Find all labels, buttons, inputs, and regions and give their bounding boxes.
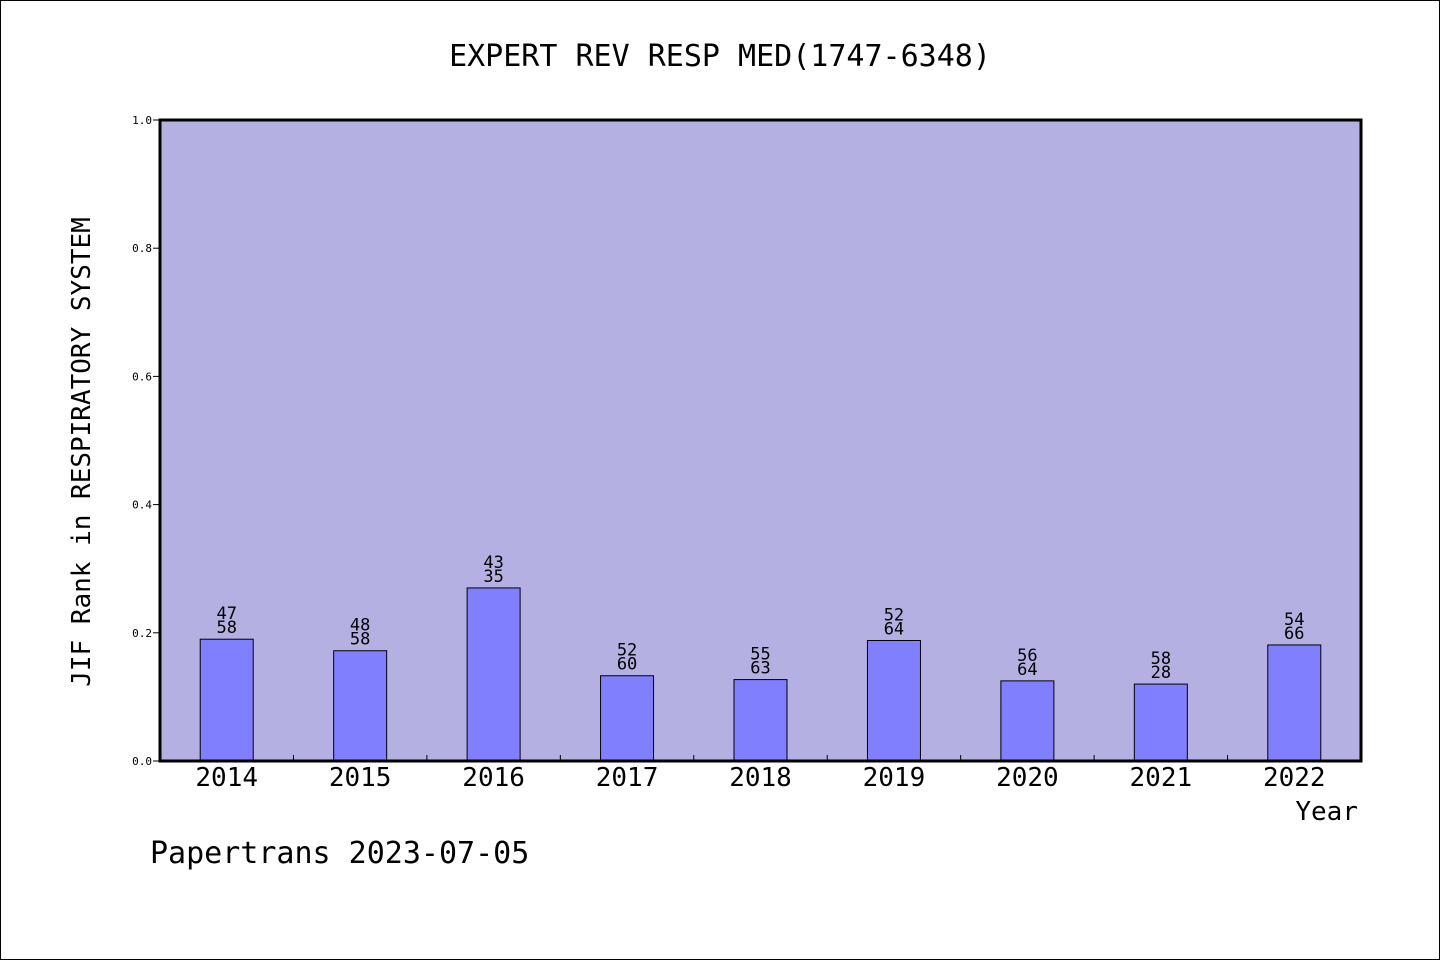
y-tick-label: 1.0 — [132, 114, 152, 127]
bar-rank-label: 52 — [884, 605, 904, 625]
bar-total-label: 58 — [216, 618, 236, 638]
bar-rank-label: 47 — [216, 604, 236, 624]
bar-2019 — [866, 639, 921, 762]
y-axis-label: JIF Rank in RESPIRATORY SYSTEM — [67, 217, 97, 687]
bar-total-label: 66 — [1284, 624, 1304, 644]
bar-total-label: 63 — [750, 659, 770, 679]
bar-total-label: 58 — [350, 630, 370, 650]
bar-rank-label: 56 — [1017, 646, 1037, 666]
bar-total-label: 28 — [1151, 663, 1171, 683]
x-tick-label: 2020 — [996, 763, 1059, 793]
plot-border — [158, 118, 1363, 763]
bar-rank-label: 54 — [1284, 610, 1304, 630]
bar-total-label: 64 — [1017, 660, 1037, 680]
x-tick-label: 2022 — [1263, 763, 1326, 793]
y-axis-ticks: 0.0 0.2 0.4 0.6 0.8 1.0 — [132, 114, 160, 768]
bar-2014 — [199, 638, 254, 762]
bar-rank-label: 58 — [1151, 649, 1171, 669]
x-tick-label: 2014 — [195, 763, 258, 793]
x-tick-label: 2016 — [462, 763, 525, 793]
bar-rank-label: 48 — [350, 616, 370, 636]
y-tick-label: 0.6 — [132, 370, 152, 383]
bar-2017 — [600, 675, 655, 762]
chart-title: EXPERT REV RESP MED(1747-6348) — [449, 39, 991, 74]
bar-rank-label: 55 — [750, 645, 770, 665]
bar-total-label: 64 — [884, 619, 904, 639]
bar-2016 — [466, 587, 521, 762]
bar-2021 — [1133, 683, 1188, 762]
bar-2020 — [1000, 680, 1055, 762]
footer-stamp: Papertrans 2023-07-05 — [150, 836, 529, 871]
x-axis-ticks: 2014 2015 2016 2017 2018 2019 2020 2021 2022 — [195, 755, 1326, 793]
y-tick-label: 0.2 — [132, 627, 152, 640]
y-tick-label: 0.0 — [132, 755, 152, 768]
bar-total-label: 60 — [617, 655, 637, 675]
x-tick-label: 2015 — [329, 763, 392, 793]
x-tick-label: 2019 — [863, 763, 926, 793]
y-tick-label: 0.8 — [132, 242, 152, 255]
x-axis-label: Year — [1295, 797, 1358, 827]
x-tick-label: 2021 — [1130, 763, 1193, 793]
x-tick-label: 2017 — [596, 763, 659, 793]
bar-2015 — [333, 650, 388, 762]
bar-2018 — [733, 679, 788, 762]
bar-rank-label: 43 — [483, 553, 503, 573]
bar-total-label: 35 — [483, 567, 503, 587]
y-tick-label: 0.4 — [132, 499, 152, 512]
bar-series — [199, 587, 1322, 762]
bar-2022 — [1267, 644, 1322, 762]
bar-rank-label: 52 — [617, 641, 637, 661]
x-tick-label: 2018 — [729, 763, 792, 793]
